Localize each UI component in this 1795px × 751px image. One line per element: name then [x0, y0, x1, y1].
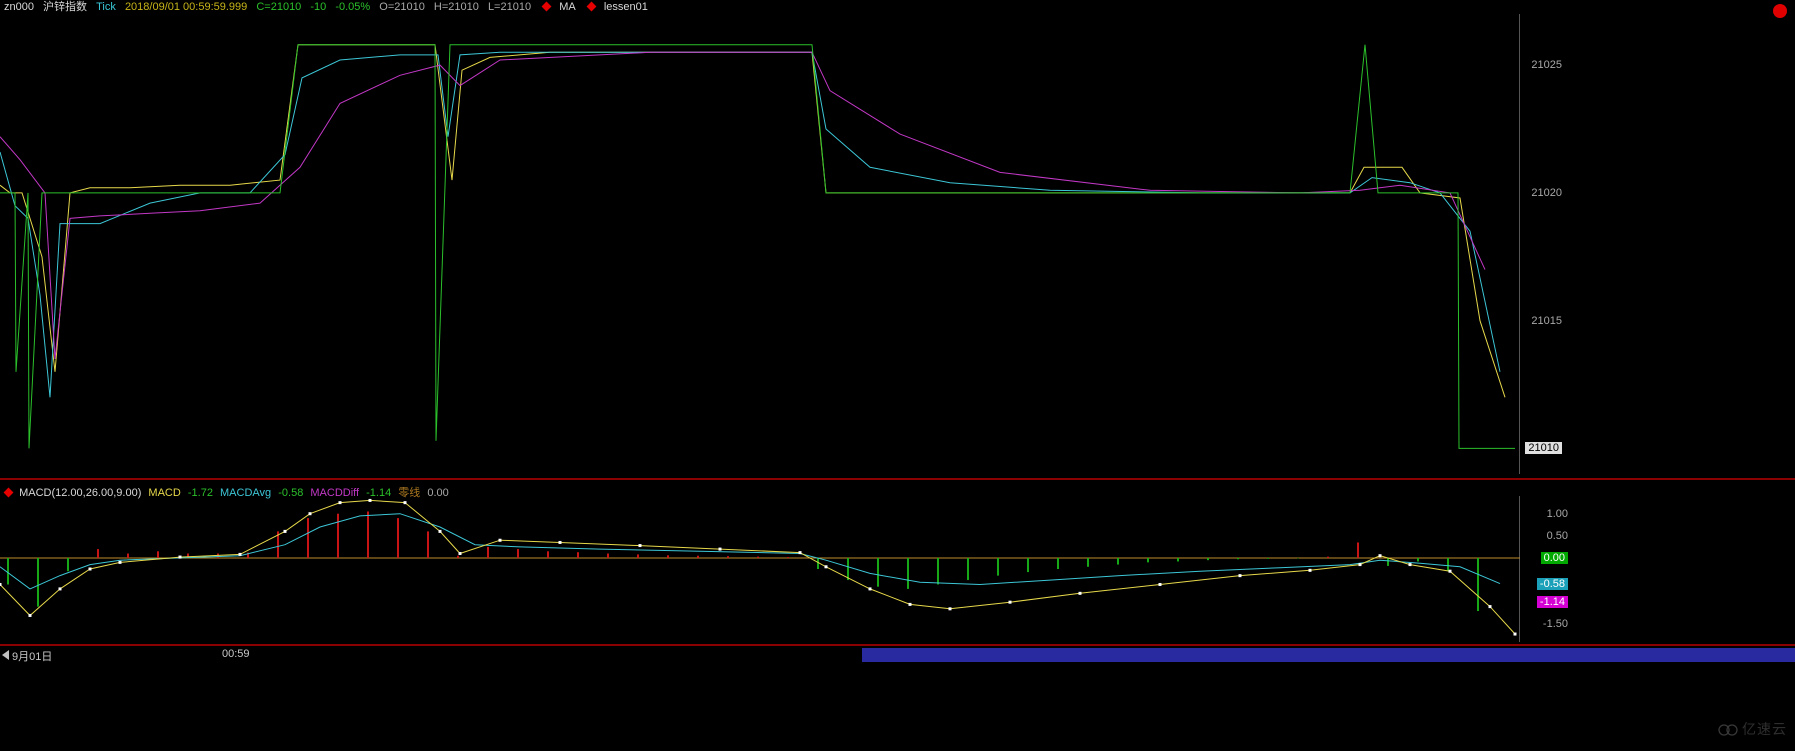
- chevron-left-icon[interactable]: [2, 650, 9, 660]
- watermark: 亿速云: [1718, 719, 1787, 739]
- chart-root: zn000 沪锌指数 Tick 2018/09/01 00:59:59.999 …: [0, 0, 1795, 751]
- indicator-ma: MA: [559, 1, 576, 13]
- chart-header: zn000 沪锌指数 Tick 2018/09/01 00:59:59.999 …: [0, 0, 1795, 14]
- indicator-custom: lessen01: [604, 1, 648, 13]
- y-tick-label: 21010: [1525, 442, 1562, 454]
- change-pct: -0.05%: [335, 1, 370, 13]
- y-tick-label: 21025: [1531, 59, 1562, 71]
- horizontal-scrollbar[interactable]: [862, 648, 1795, 662]
- macd-y-axis: 1.00 0.50 0.00 -0.58 -1.14 -1.50: [1520, 496, 1572, 642]
- diamond-icon: [586, 2, 596, 12]
- y-tick-label: 0.00: [1541, 552, 1568, 564]
- close-value: C=21010: [256, 1, 301, 13]
- tick-label: Tick: [96, 1, 116, 13]
- low-value: L=21010: [488, 1, 531, 13]
- y-tick-label: -0.58: [1537, 578, 1568, 590]
- y-tick-label: 21015: [1531, 315, 1562, 327]
- datetime: 2018/09/01 00:59:59.999: [125, 1, 247, 13]
- macd-header: MACD(12.00,26.00,9.00) MACD -1.72 MACDAv…: [0, 484, 1795, 496]
- price-y-axis: 21025 21020 21015 21010: [1520, 14, 1566, 474]
- panel-divider: [0, 644, 1795, 646]
- record-indicator-icon[interactable]: [1773, 4, 1787, 18]
- y-tick-label: -1.50: [1543, 618, 1568, 630]
- watermark-logo-icon: [1718, 723, 1738, 737]
- open-value: O=21010: [379, 1, 425, 13]
- diamond-icon: [542, 2, 552, 12]
- high-value: H=21010: [434, 1, 479, 13]
- macd-chart[interactable]: [0, 496, 1520, 642]
- y-tick-label: -1.14: [1537, 596, 1568, 608]
- time-tick-label: 00:59: [222, 648, 250, 660]
- panel-divider[interactable]: [0, 478, 1795, 480]
- time-tick-label: 9月01日: [12, 648, 52, 664]
- y-tick-label: 21020: [1531, 187, 1562, 199]
- change-value: -10: [310, 1, 326, 13]
- y-tick-label: 0.50: [1547, 530, 1568, 542]
- symbol-name: 沪锌指数: [43, 1, 87, 13]
- y-tick-label: 1.00: [1547, 508, 1568, 520]
- price-chart[interactable]: [0, 14, 1520, 474]
- symbol-code: zn000: [4, 1, 34, 13]
